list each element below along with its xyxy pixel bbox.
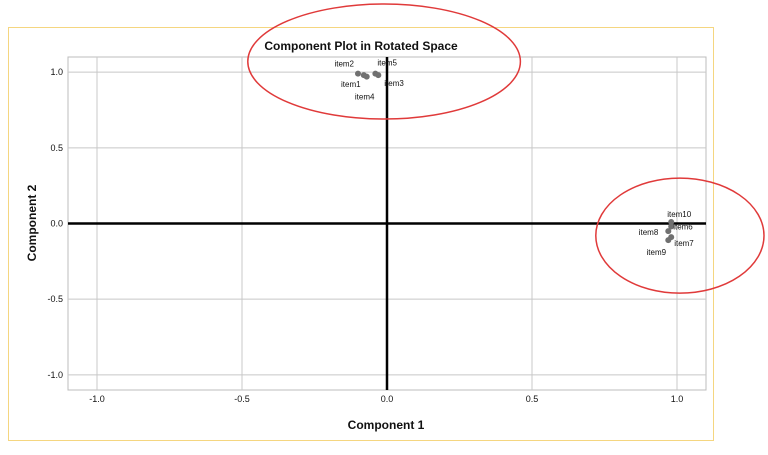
annotation-ellipse-2	[595, 177, 765, 294]
y-tick-label: -0.5	[47, 294, 63, 304]
data-label-item5: item5	[377, 59, 397, 68]
data-points: item1 item2 item3 item4 item5 item6 item7 item8…	[334, 59, 694, 257]
data-point-item4	[363, 73, 370, 80]
y-tick-label: 1.0	[50, 67, 63, 77]
data-point-item10	[668, 218, 675, 225]
data-point-item2	[355, 70, 361, 77]
x-tick-label: -0.5	[234, 394, 250, 404]
y-tick-labels: -1.0 -0.5 0.0 0.5 1.0	[47, 67, 63, 380]
data-label-item10: item10	[667, 210, 692, 219]
y-axis-label: Component 2	[25, 184, 39, 261]
data-label-item4: item4	[355, 93, 375, 102]
x-tick-labels: -1.0 -0.5 0.0 0.5 1.0	[89, 394, 683, 404]
chart-title: Component Plot in Rotated Space	[264, 39, 458, 53]
data-point-item9	[665, 237, 672, 244]
data-label-item7: item7	[674, 239, 694, 248]
data-label-item8: item8	[639, 228, 659, 237]
data-label-item9: item9	[647, 248, 667, 257]
data-label-item3: item3	[384, 79, 404, 88]
data-point-item8	[665, 228, 672, 235]
x-tick-label: -1.0	[89, 394, 105, 404]
data-label-item2: item2	[334, 60, 354, 69]
annotation-ellipse-1	[247, 3, 522, 120]
data-point-item6	[668, 223, 675, 230]
zero-axes	[68, 57, 706, 390]
y-tick-label: -1.0	[47, 370, 63, 380]
data-point-item5	[372, 70, 379, 77]
data-label-item1: item1	[341, 80, 361, 89]
x-tick-label: 0.5	[526, 394, 539, 404]
data-label-item6: item6	[673, 223, 693, 232]
y-tick-label: 0.0	[50, 219, 63, 229]
annotation-ellipses	[247, 3, 765, 294]
x-axis-label: Component 1	[348, 418, 425, 432]
chart-frame	[8, 27, 714, 441]
x-tick-label: 0.0	[381, 394, 394, 404]
x-tick-label: 1.0	[671, 394, 684, 404]
y-tick-label: 0.5	[50, 143, 63, 153]
